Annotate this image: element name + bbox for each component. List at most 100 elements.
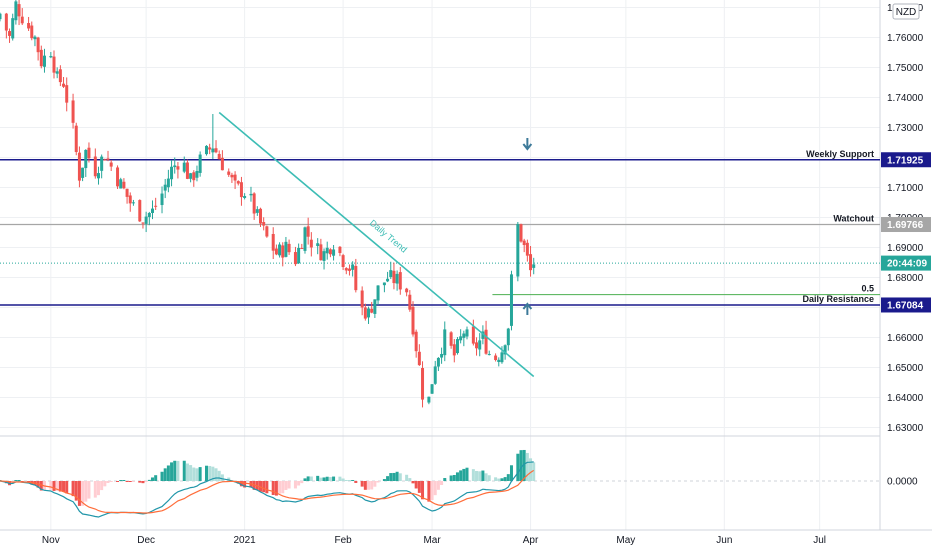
candle-body xyxy=(297,247,301,264)
macd-histogram-bar xyxy=(52,481,56,491)
candle-body xyxy=(204,145,208,155)
time-axis[interactable]: Nov Dec 2021 Feb Mar Apr May Jun Jul xyxy=(42,535,826,546)
countdown-tag: 20:44:09 xyxy=(881,255,931,271)
macd-histogram-bar xyxy=(154,475,158,481)
macd-histogram-bar xyxy=(436,481,440,490)
macd-histogram-bar xyxy=(386,476,390,481)
arrow-head xyxy=(522,302,533,310)
pane-divider xyxy=(0,0,932,531)
candle-body xyxy=(382,282,386,286)
candle-body xyxy=(71,100,75,123)
time-tick-label: 2021 xyxy=(233,535,256,546)
candle-body xyxy=(471,326,475,344)
candle-body xyxy=(170,166,174,180)
macd-histogram-bar xyxy=(443,478,447,481)
macd-histogram-bar xyxy=(192,467,196,481)
trend-line[interactable] xyxy=(218,111,535,378)
macd-histogram-bar xyxy=(281,481,285,494)
candle-body xyxy=(475,342,479,349)
candle-body xyxy=(278,244,282,256)
macd-histogram-bar xyxy=(484,473,488,481)
price-tick-label: 1.65000 xyxy=(887,363,924,374)
candle-body xyxy=(319,244,323,261)
candle-body xyxy=(465,329,469,337)
candle-body xyxy=(141,222,145,224)
macd-histogram-bar xyxy=(274,481,278,496)
trend-label: Daily Trend xyxy=(368,218,409,255)
fib-label: 0.5 xyxy=(861,284,874,294)
macd-histogram-bar xyxy=(160,471,164,481)
candle-body xyxy=(173,165,177,168)
candle-body xyxy=(160,193,164,206)
macd-histogram-bar xyxy=(81,481,85,506)
macd-histogram-bar xyxy=(452,475,456,481)
candle-body xyxy=(332,249,336,256)
macd-histogram-bar xyxy=(497,478,501,481)
macd-histogram-bar xyxy=(351,480,355,481)
candle-body xyxy=(230,174,234,178)
macd-histogram-bar xyxy=(465,467,469,481)
macd-histogram-bar xyxy=(433,481,437,496)
macd-histogram-bar xyxy=(131,481,135,482)
macd-histogram-bar xyxy=(147,479,151,481)
candle-body xyxy=(125,188,129,197)
candle-body xyxy=(300,248,304,250)
macd-histogram-bar xyxy=(322,477,326,481)
candle-body xyxy=(20,16,24,24)
macd-histogram-bar xyxy=(408,478,412,481)
level-label: Daily Resistance xyxy=(802,294,874,304)
macd-histogram-bar xyxy=(217,470,221,481)
macd-histogram-bar xyxy=(519,450,523,481)
candle-body xyxy=(0,13,2,20)
currency-label: NZD xyxy=(896,7,917,18)
macd-histogram-bar xyxy=(532,462,536,481)
macd-histogram-bar xyxy=(354,481,358,483)
candle-body xyxy=(376,285,380,301)
price-axis[interactable]: 1.630001.640001.650001.660001.670001.680… xyxy=(887,3,924,488)
tag-text: 1.69766 xyxy=(887,220,924,231)
candle-body xyxy=(417,351,421,366)
candle-body xyxy=(427,396,431,403)
candle-body xyxy=(516,224,520,277)
macd-pane xyxy=(0,449,880,518)
macd-histogram-bar xyxy=(262,481,266,493)
macd-histogram-bar xyxy=(189,465,193,481)
daily-trend-line[interactable]: Daily Trend xyxy=(218,111,535,378)
macd-histogram-bar xyxy=(293,481,297,489)
candle-body xyxy=(106,158,110,160)
candle-body xyxy=(239,182,243,198)
macd-histogram-bar xyxy=(405,474,409,481)
candle-body xyxy=(220,157,224,171)
arrow-head xyxy=(522,143,533,151)
candle-body xyxy=(478,340,482,350)
macd-histogram-bar xyxy=(55,481,59,491)
candle-body xyxy=(11,18,15,39)
macd-histogram-bar xyxy=(306,476,310,481)
candle-body xyxy=(293,252,297,265)
macd-histogram-bar xyxy=(185,463,189,481)
macd-histogram-bar xyxy=(370,481,374,490)
time-tick-label: Dec xyxy=(137,535,155,546)
macd-histogram-bar xyxy=(84,481,88,502)
candle-body xyxy=(408,294,412,310)
candle-body xyxy=(284,241,288,257)
candle-body xyxy=(138,200,142,222)
macd-histogram-bar xyxy=(173,460,177,481)
candle-body xyxy=(462,333,466,338)
macd-histogram-bar xyxy=(303,478,307,481)
time-tick-label: Nov xyxy=(42,535,60,546)
candle-body xyxy=(395,273,399,284)
macd-histogram-bar xyxy=(494,477,498,481)
price-tick-label: 1.64000 xyxy=(887,393,924,404)
candle-body xyxy=(252,193,256,214)
candle-body xyxy=(389,270,393,277)
price-tick-label: 1.71000 xyxy=(887,183,924,194)
candle-body xyxy=(243,196,247,198)
candle-body xyxy=(77,152,81,181)
macd-histogram-bar xyxy=(62,481,66,492)
candle-body xyxy=(503,345,507,355)
candle-body xyxy=(255,209,259,213)
macd-histogram-bar xyxy=(481,470,485,481)
candle-body xyxy=(287,243,291,253)
